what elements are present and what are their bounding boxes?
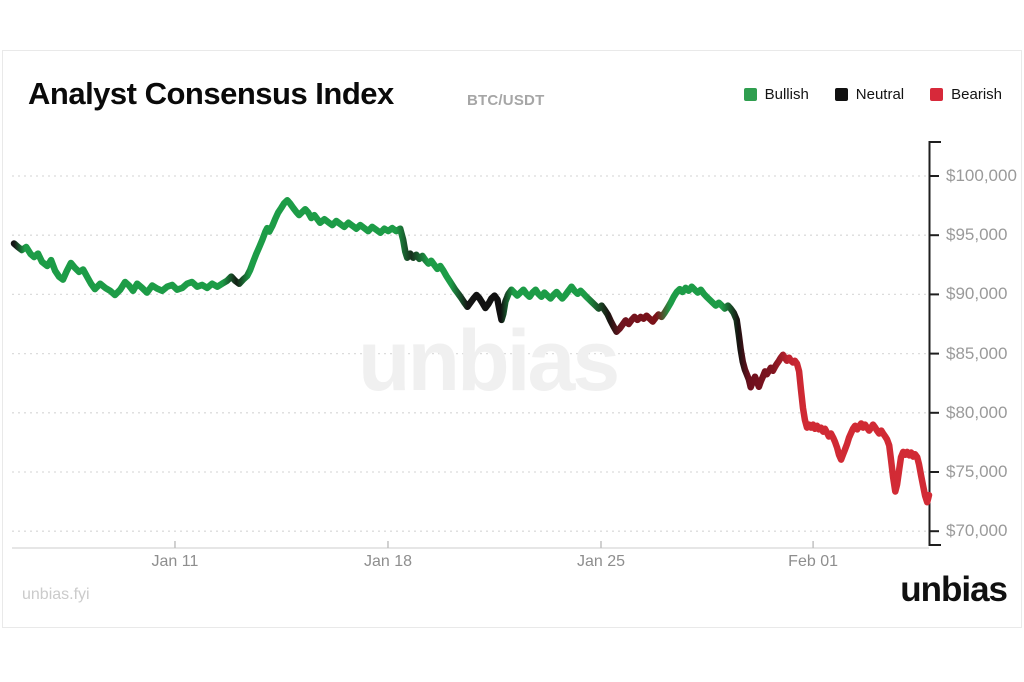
brand-logo: unbias: [900, 570, 1008, 609]
legend-item-bearish: Bearish: [930, 86, 1002, 103]
x-axis-label: Jan 18: [363, 553, 412, 570]
watermark: unbias: [358, 313, 620, 409]
legend-item-bullish: Bullish: [743, 86, 809, 103]
bullish-swatch-icon: [743, 88, 757, 101]
x-axis-label: Feb 01: [788, 553, 838, 570]
y-axis-label: $100,000: [946, 166, 1017, 185]
legend-label: Neutral: [855, 86, 905, 103]
page-title: Analyst Consensus Index: [28, 76, 394, 111]
legend-label: Bearish: [951, 86, 1002, 103]
site-url-label: unbias.fyi: [22, 586, 90, 603]
legend-label: Bullish: [764, 86, 809, 103]
bearish-swatch-icon: [930, 88, 944, 101]
neutral-swatch-icon: [834, 88, 848, 101]
y-axis-label: $85,000: [946, 343, 1008, 363]
y-axis-label: $75,000: [946, 462, 1008, 481]
trading-pair-label: BTC/USDT: [467, 92, 545, 109]
x-axis-label: Jan 11: [151, 553, 199, 570]
y-axis-label: $70,000: [946, 521, 1008, 541]
y-axis-label: $80,000: [946, 402, 1008, 422]
consensus-price-line: [10, 197, 933, 506]
legend: Bullish Neutral Bearish: [743, 86, 1002, 103]
y-axis-label: $90,000: [946, 284, 1008, 304]
y-axis-label: $95,000: [946, 225, 1008, 245]
x-axis-label: Jan 25: [576, 553, 625, 570]
legend-item-neutral: Neutral: [834, 86, 905, 103]
